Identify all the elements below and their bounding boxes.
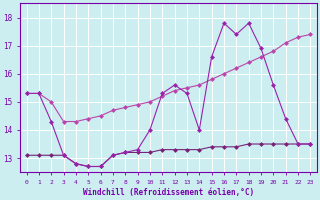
X-axis label: Windchill (Refroidissement éolien,°C): Windchill (Refroidissement éolien,°C) [83, 188, 254, 197]
